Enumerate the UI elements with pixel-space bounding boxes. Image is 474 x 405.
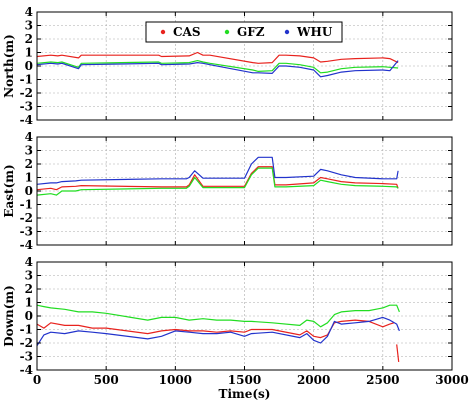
y-tick-label: 3 — [25, 144, 33, 158]
legend-box — [145, 21, 343, 43]
y-axis-label: East(m) — [2, 164, 16, 217]
y-tick-label: 4 — [25, 130, 33, 144]
legend-label-gfz: GFZ — [237, 25, 265, 39]
series-whu-line — [36, 60, 399, 78]
series-whu-line — [36, 156, 399, 185]
y-tick-label: 1 — [25, 171, 33, 185]
x-tick-label: 3000 — [435, 373, 468, 387]
y-axis-label: Down(m) — [2, 285, 16, 347]
x-tick-label: 1000 — [159, 373, 192, 387]
y-tick-label: -4 — [20, 363, 33, 377]
y-tick-label: -3 — [20, 100, 33, 114]
y-tick-label: 1 — [25, 46, 33, 60]
legend-marker-gfz — [224, 29, 230, 35]
y-tick-label: -2 — [20, 86, 33, 100]
y-tick-label: 0 — [25, 184, 33, 198]
series-whu-line — [36, 316, 400, 347]
x-tick-label: 0 — [33, 373, 41, 387]
legend-marker-whu — [284, 29, 290, 35]
y-tick-label: -1 — [20, 198, 33, 212]
series-gfz-line — [36, 167, 399, 196]
y-tick-label: 3 — [25, 19, 33, 33]
y-tick-label: 3 — [25, 269, 33, 283]
y-tick-label: 1 — [25, 296, 33, 310]
y-tick-label: 2 — [25, 157, 33, 171]
x-tick-label: 2500 — [366, 373, 399, 387]
y-tick-label: -1 — [20, 73, 33, 87]
series-cas-line — [36, 166, 399, 191]
y-tick-label: -3 — [20, 350, 33, 364]
x-tick-label: 500 — [94, 373, 119, 387]
series-gfz-line — [36, 60, 399, 74]
y-tick-label: -4 — [20, 113, 33, 127]
y-tick-label: -4 — [20, 238, 33, 252]
series-cas-line — [36, 319, 395, 339]
y-axis-label: North(m) — [2, 34, 16, 98]
legend-label-whu: WHU — [296, 25, 333, 39]
series-cas-line — [36, 51, 399, 64]
x-tick-label: 2000 — [297, 373, 330, 387]
legend: CAS GFZ WHU — [145, 21, 343, 43]
series-gfz-line — [36, 304, 400, 328]
legend-label-cas: CAS — [173, 25, 201, 39]
y-tick-label: -2 — [20, 336, 33, 350]
y-tick-label: -1 — [20, 323, 33, 337]
legend-marker-cas — [160, 29, 166, 35]
y-tick-label: 2 — [25, 282, 33, 296]
y-tick-label: 0 — [25, 309, 33, 323]
x-tick-label: 1500 — [228, 373, 261, 387]
y-tick-label: 2 — [25, 32, 33, 46]
y-tick-label: 0 — [25, 59, 33, 73]
y-tick-label: -2 — [20, 211, 33, 225]
y-tick-label: 4 — [25, 5, 33, 19]
y-tick-label: 4 — [25, 255, 33, 269]
y-tick-label: -3 — [20, 225, 33, 239]
x-axis-label: Time(s) — [219, 387, 271, 401]
series-cas-line — [396, 344, 400, 362]
